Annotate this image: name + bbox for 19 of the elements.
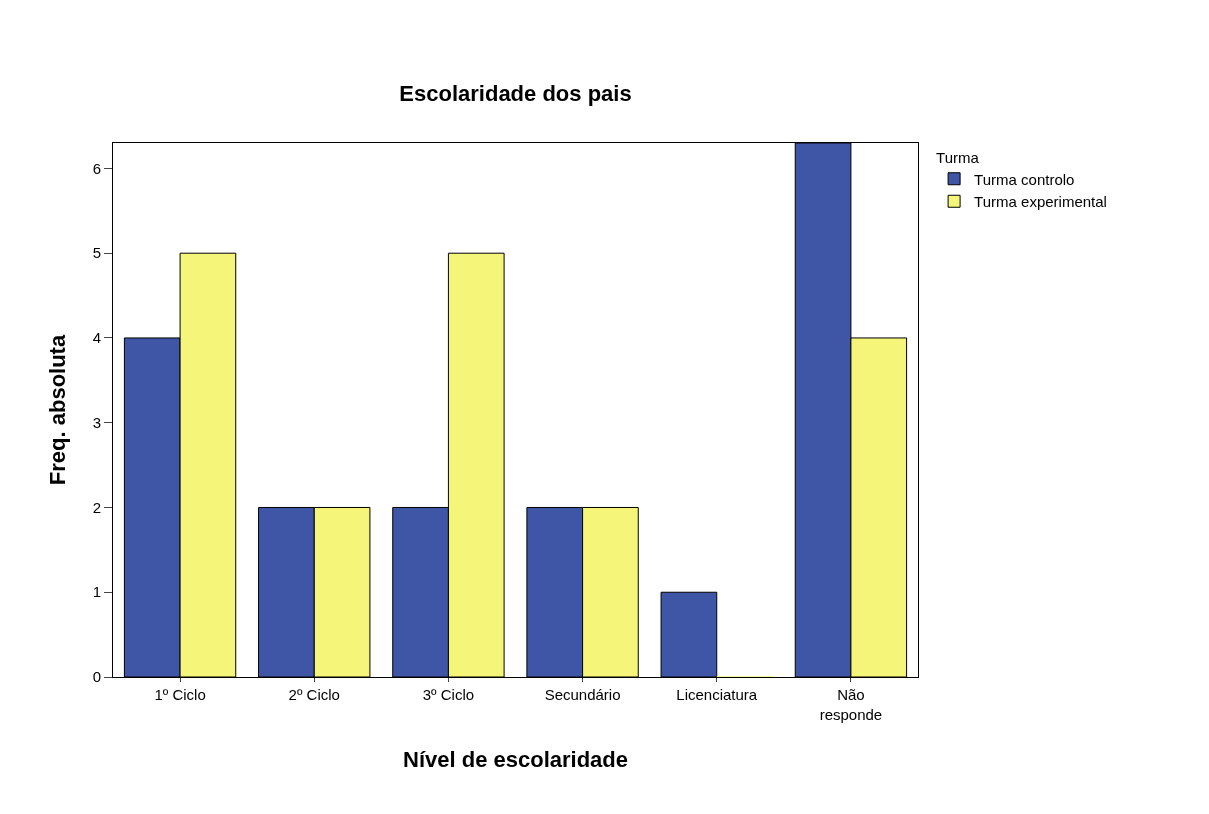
x-axis-title: Nível de escolaridade xyxy=(403,747,628,773)
legend-title: Turma xyxy=(936,148,980,166)
x-tick-label: Secundário xyxy=(544,686,621,703)
chart-title: Escolaridade dos pais xyxy=(399,81,632,107)
y-tick-label: 4 xyxy=(92,329,101,347)
y-axis-title: Freq. absoluta xyxy=(45,334,71,486)
y-tick-label: 0 xyxy=(92,668,101,686)
x-tick-label: 3º Ciclo xyxy=(422,686,475,703)
y-tick-label: 2 xyxy=(92,498,101,516)
legend-label: Turma controlo xyxy=(974,170,1075,188)
x-tick-label: 2º Ciclo xyxy=(288,686,340,703)
x-tick-label: 1º Ciclo xyxy=(154,686,206,703)
x-tick-label: Licenciatura xyxy=(676,686,758,703)
y-tick-label: 5 xyxy=(92,244,101,262)
y-tick-label: 6 xyxy=(92,159,101,177)
x-tick-label: Não responde xyxy=(819,686,883,723)
y-tick-label: 3 xyxy=(92,413,101,431)
legend-label: Turma experimental xyxy=(974,193,1107,211)
y-tick-label: 1 xyxy=(92,583,101,601)
